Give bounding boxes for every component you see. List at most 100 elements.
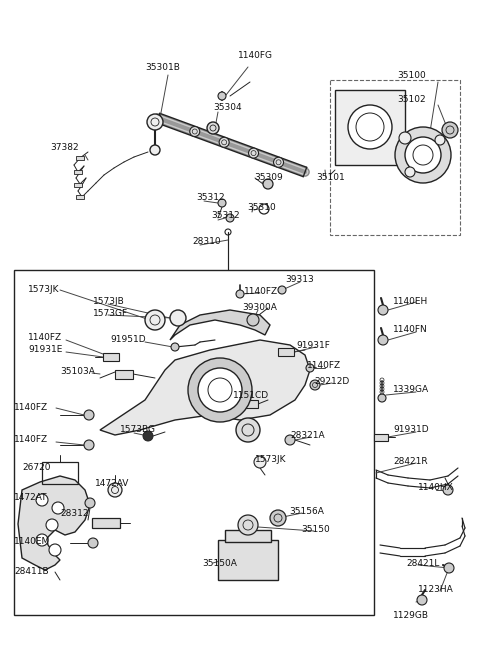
Text: 28310: 28310 (192, 238, 221, 246)
Text: 1123HA: 1123HA (418, 586, 454, 595)
Circle shape (405, 137, 441, 173)
Text: 28421R: 28421R (393, 457, 428, 466)
Bar (74, 170, 82, 174)
Text: 35304: 35304 (213, 103, 241, 113)
Text: 1129GB: 1129GB (393, 612, 429, 620)
Circle shape (442, 122, 458, 138)
Text: 1151CD: 1151CD (233, 390, 269, 400)
Circle shape (249, 148, 259, 158)
Bar (240, 400, 258, 408)
Circle shape (207, 122, 219, 134)
Text: 35312: 35312 (211, 212, 240, 221)
Text: 35100: 35100 (397, 71, 426, 79)
Bar (278, 348, 294, 356)
Text: 1472AV: 1472AV (95, 479, 130, 487)
Bar (335, 90, 405, 165)
Text: 1140FZ: 1140FZ (307, 362, 341, 371)
Circle shape (274, 157, 284, 167)
Text: 1140FG: 1140FG (238, 50, 273, 60)
Circle shape (49, 544, 61, 556)
Circle shape (417, 595, 427, 605)
Circle shape (188, 358, 252, 422)
Text: 91951D: 91951D (110, 335, 145, 345)
Text: 1339GA: 1339GA (393, 386, 429, 394)
Bar (103, 353, 119, 361)
Circle shape (85, 498, 95, 508)
Text: 1140FZ: 1140FZ (14, 436, 48, 445)
Text: 39313: 39313 (285, 276, 314, 284)
Circle shape (190, 126, 200, 136)
Bar (76, 195, 84, 199)
Circle shape (143, 431, 153, 441)
Circle shape (147, 114, 163, 130)
Text: 26720: 26720 (22, 462, 50, 472)
Text: 37382: 37382 (50, 143, 79, 153)
Circle shape (405, 167, 415, 177)
Circle shape (84, 440, 94, 450)
Circle shape (278, 286, 286, 294)
Circle shape (310, 380, 320, 390)
Circle shape (145, 310, 165, 330)
Text: 28321A: 28321A (290, 430, 324, 440)
Text: 1140FN: 1140FN (393, 326, 428, 335)
Bar (330, 80, 460, 235)
Circle shape (236, 290, 244, 298)
Bar (42, 462, 78, 484)
Text: 35310: 35310 (247, 202, 276, 212)
Circle shape (46, 519, 58, 531)
Bar (374, 434, 388, 441)
Text: 1140FZ: 1140FZ (244, 288, 278, 297)
Text: 39300A: 39300A (242, 303, 277, 312)
Text: 1140EH: 1140EH (393, 297, 428, 307)
Bar (74, 183, 82, 187)
Text: 28421L: 28421L (406, 559, 439, 567)
Circle shape (399, 132, 411, 144)
Text: 28312: 28312 (60, 510, 88, 519)
Circle shape (395, 127, 451, 183)
Circle shape (348, 105, 392, 149)
Bar (218, 540, 278, 580)
Circle shape (254, 456, 266, 468)
Bar (225, 530, 271, 542)
Circle shape (36, 494, 48, 506)
Circle shape (150, 145, 160, 155)
Polygon shape (18, 476, 90, 570)
Text: 1573GF: 1573GF (93, 310, 128, 318)
Text: 1140HX: 1140HX (418, 483, 454, 493)
Text: 1573BG: 1573BG (120, 426, 156, 434)
Bar (92, 518, 120, 528)
Circle shape (285, 435, 295, 445)
Text: 1472AT: 1472AT (14, 493, 48, 502)
Circle shape (443, 485, 453, 495)
Circle shape (226, 214, 234, 222)
Circle shape (108, 483, 122, 497)
Text: 28411B: 28411B (14, 567, 48, 576)
Text: 1140FZ: 1140FZ (14, 403, 48, 413)
Bar (14, 270, 374, 615)
Circle shape (435, 135, 445, 145)
Text: 91931D: 91931D (393, 426, 429, 434)
Circle shape (306, 364, 314, 372)
Bar (115, 370, 133, 379)
Circle shape (219, 138, 229, 147)
Text: 35156A: 35156A (289, 508, 324, 517)
Circle shape (378, 305, 388, 315)
Text: 91931F: 91931F (296, 341, 330, 350)
Polygon shape (170, 310, 270, 340)
Circle shape (444, 563, 454, 573)
Circle shape (84, 410, 94, 420)
Circle shape (270, 510, 286, 526)
Text: 29212D: 29212D (314, 377, 349, 386)
Circle shape (378, 335, 388, 345)
Text: 1573JB: 1573JB (93, 297, 125, 307)
Text: 1140EM: 1140EM (14, 538, 50, 546)
Circle shape (238, 515, 258, 535)
Circle shape (52, 502, 64, 514)
Text: 1140FZ: 1140FZ (28, 333, 62, 343)
Text: 35103A: 35103A (60, 367, 95, 377)
Circle shape (171, 343, 179, 351)
Text: 1573JK: 1573JK (255, 455, 287, 464)
Text: 91931E: 91931E (28, 345, 62, 354)
Circle shape (218, 199, 226, 207)
Text: 35312: 35312 (196, 193, 225, 202)
